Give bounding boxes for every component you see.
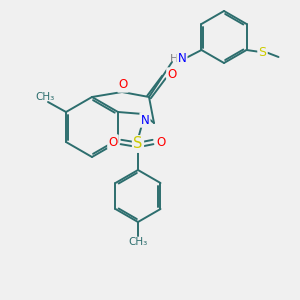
Text: N: N (178, 52, 186, 65)
Text: CH₃: CH₃ (128, 237, 148, 247)
Text: O: O (108, 136, 118, 148)
Text: O: O (167, 68, 177, 82)
Text: S: S (133, 136, 143, 152)
Text: CH₃: CH₃ (35, 92, 55, 102)
Text: H: H (170, 54, 178, 64)
Text: N: N (141, 113, 149, 127)
Text: O: O (156, 136, 166, 148)
Text: O: O (118, 79, 127, 92)
Text: S: S (259, 46, 266, 59)
